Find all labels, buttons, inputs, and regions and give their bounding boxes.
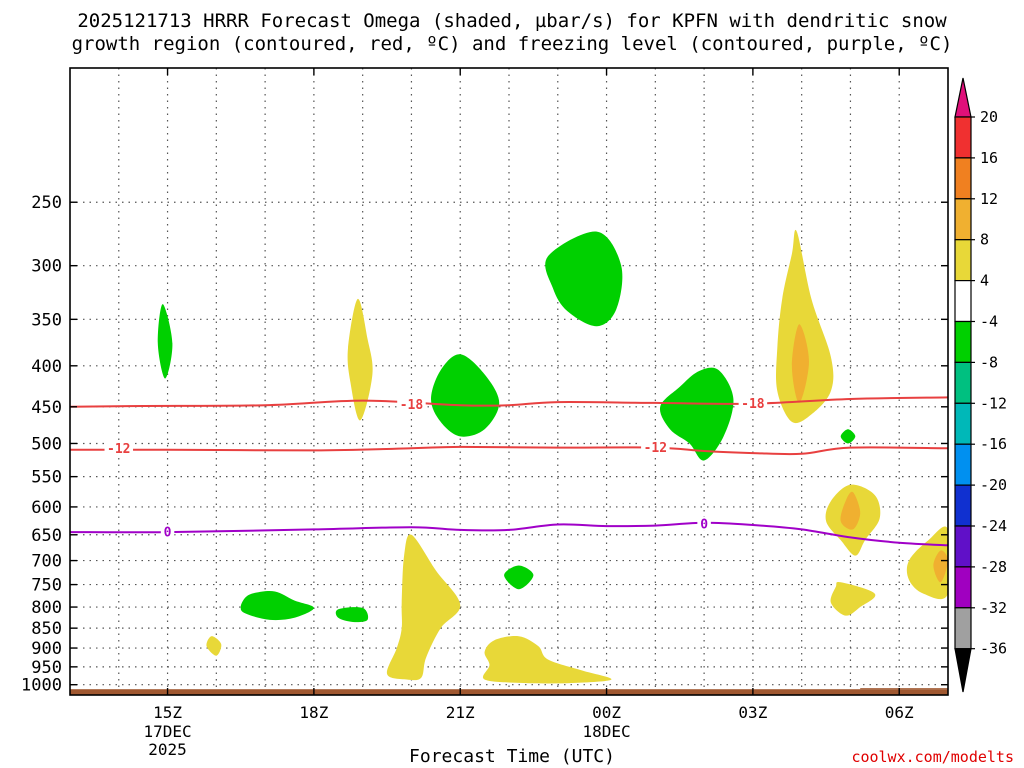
colorbar-bottom-arrow xyxy=(954,648,972,693)
plot-frame xyxy=(69,67,949,696)
x-axis-label: Forecast Time (UTC) xyxy=(409,746,615,767)
colorbar-label: -24 xyxy=(980,517,1007,535)
colorbar-label: -20 xyxy=(980,476,1007,494)
colorbar-label: 8 xyxy=(980,231,989,249)
y-tick-label: 250 xyxy=(31,193,62,213)
omega-region xyxy=(791,324,809,403)
omega-region xyxy=(482,636,612,684)
y-tick-label: 500 xyxy=(31,434,62,454)
x-tick-label: 18Z xyxy=(299,703,328,722)
contour-label: -18 xyxy=(741,397,765,412)
contour-line-dgz-12 xyxy=(70,445,948,456)
y-tick-label: 450 xyxy=(31,398,62,418)
y-tick-label: 900 xyxy=(31,639,62,659)
omega-region xyxy=(240,591,314,621)
x-tick-sublabel: 17DEC xyxy=(143,722,191,741)
terrain-band xyxy=(70,689,948,695)
y-tick-label: 650 xyxy=(31,526,62,546)
omega-region xyxy=(933,550,948,583)
colorbar-label: -28 xyxy=(980,558,1007,576)
omega-region xyxy=(335,607,369,623)
x-tick-label: 00Z xyxy=(592,703,621,722)
x-tick-sublabel: 2025 xyxy=(148,740,187,759)
x-tick-label: 06Z xyxy=(885,703,914,722)
colorbar-swatch xyxy=(954,157,972,200)
colorbar-swatch xyxy=(954,525,972,568)
y-tick-label: 850 xyxy=(31,619,62,639)
colorbar-swatch xyxy=(954,239,972,282)
contour-label: 0 xyxy=(164,526,172,541)
colorbar-label: -16 xyxy=(980,435,1007,453)
omega-region xyxy=(347,298,373,421)
colorbar-swatch xyxy=(954,607,972,650)
omega-region xyxy=(840,429,856,444)
y-tick-label: 800 xyxy=(31,598,62,618)
terrain-step xyxy=(860,688,948,690)
omega-region xyxy=(431,354,500,437)
colorbar-swatch xyxy=(954,116,972,159)
omega-region xyxy=(840,491,861,530)
contour-label-bg xyxy=(697,516,711,531)
colorbar-swatch xyxy=(954,280,972,323)
omega-region xyxy=(386,534,461,681)
y-tick-label: 700 xyxy=(31,552,62,572)
contour-label: -12 xyxy=(644,441,667,456)
x-tick-label: 21Z xyxy=(446,703,475,722)
contour-label: -12 xyxy=(107,442,130,457)
y-tick-label: 950 xyxy=(31,658,62,678)
colorbar-swatch xyxy=(954,198,972,241)
colorbar-label: 16 xyxy=(980,149,998,167)
colorbar-label: -36 xyxy=(980,640,1007,658)
colorbar-label: 20 xyxy=(980,108,998,126)
colorbar-swatch xyxy=(954,566,972,609)
contour-label-bg xyxy=(160,525,175,540)
colorbar-top-arrow xyxy=(954,77,972,118)
colorbar-swatch xyxy=(954,361,972,404)
contour-line-freezing-level xyxy=(70,521,948,547)
x-tick-label: 03Z xyxy=(738,703,767,722)
colorbar-label: -12 xyxy=(980,394,1007,412)
contour-label: 0 xyxy=(700,517,708,532)
omega-region xyxy=(659,367,734,461)
colorbar-swatch xyxy=(954,484,972,527)
y-tick-label: 550 xyxy=(31,468,62,488)
contour-label-bg xyxy=(104,441,134,456)
y-tick-label: 300 xyxy=(31,257,62,277)
y-tick-label: 350 xyxy=(31,310,62,330)
contour-line-dgz-18 xyxy=(70,396,948,408)
contour-label-bg xyxy=(738,396,768,411)
contour-label-bg xyxy=(397,397,426,412)
colorbar-swatch xyxy=(954,402,972,445)
contour-label: -18 xyxy=(400,398,424,413)
omega-region xyxy=(830,581,876,616)
plot-content: -18 -18 -12 -12 0 0 xyxy=(70,68,948,695)
colorbar-label: -32 xyxy=(980,599,1007,617)
y-tick-label: 600 xyxy=(31,498,62,518)
colorbar-label: 12 xyxy=(980,190,998,208)
omega-region xyxy=(545,231,623,327)
colorbar-label: 4 xyxy=(980,272,989,290)
colorbar-label: -4 xyxy=(980,313,998,331)
chart-title-line2: growth region (contoured, red, ºC) and f… xyxy=(71,33,953,55)
chart-title-line1: 2025121713 HRRR Forecast Omega (shaded, … xyxy=(77,10,947,32)
colorbar: 20 16 12 8 4 -4 -8 -12 -16 -20 -24 -28 -32 -36 xyxy=(954,77,1007,693)
omega-region xyxy=(157,304,173,379)
colorbar-swatch xyxy=(954,320,972,364)
contour-label-bg xyxy=(641,440,670,455)
credit-text[interactable]: coolwx.com/modelts xyxy=(851,748,1014,766)
omega-region xyxy=(206,636,222,656)
omega-region xyxy=(504,565,534,590)
y-tick-label: 1000 xyxy=(21,676,62,696)
x-tick-label: 15Z xyxy=(153,703,182,722)
omega-region xyxy=(775,229,834,424)
y-tick-label: 750 xyxy=(31,576,62,596)
x-tick-sublabel: 18DEC xyxy=(582,722,630,741)
colorbar-swatch xyxy=(954,443,972,486)
colorbar-label: -8 xyxy=(980,353,998,371)
y-tick-label: 400 xyxy=(31,357,62,377)
